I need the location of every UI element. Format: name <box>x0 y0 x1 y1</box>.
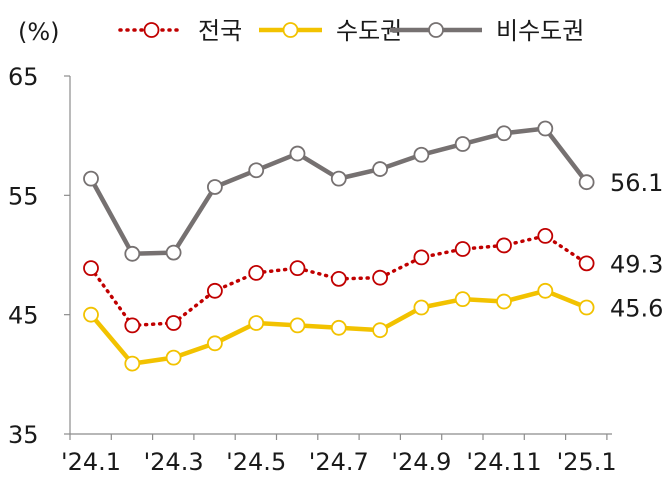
legend-item: 수도권 <box>259 17 402 45</box>
x-tick-label: '25.1 <box>557 448 617 476</box>
data-point <box>496 125 512 142</box>
data-point <box>83 170 99 187</box>
data-point <box>206 335 223 352</box>
data-point <box>330 270 347 287</box>
x-tick-label: '24.1 <box>61 448 121 476</box>
data-point <box>83 306 99 323</box>
data-point <box>578 255 595 272</box>
y-tick-label: 55 <box>8 182 39 210</box>
legend-marker <box>428 22 444 38</box>
data-point <box>454 241 471 257</box>
data-point <box>165 315 182 331</box>
series-2 <box>83 120 595 262</box>
data-point <box>537 282 554 299</box>
data-point <box>496 237 512 254</box>
x-tick-label: '24.7 <box>309 448 369 476</box>
data-point <box>330 319 347 336</box>
legend-item: 전국 <box>118 17 242 45</box>
end-labels: 56.1 45.6 49.3 <box>610 169 663 322</box>
legend-label: 전국 <box>198 17 242 45</box>
data-point <box>289 145 306 162</box>
x-tick-label: '24.9 <box>391 448 451 476</box>
data-point <box>248 315 265 331</box>
y-tick-label: 35 <box>8 421 39 449</box>
data-point <box>206 179 223 195</box>
data-point <box>454 136 471 152</box>
axes: 35 45 55 65 '24.1 '24.3 '24.5 '24.7 '24.9 '24.11 '… <box>8 63 617 476</box>
data-point <box>413 299 430 316</box>
legend: 전국 수도권 비수도권 <box>118 17 584 45</box>
data-point <box>578 174 595 191</box>
end-value-label: 56.1 <box>610 169 663 197</box>
data-point <box>372 161 389 177</box>
x-tick-label: '24.5 <box>226 448 286 476</box>
data-point <box>537 228 554 244</box>
legend-label: 비수도권 <box>496 17 584 45</box>
series-1 <box>83 282 595 372</box>
data-point <box>165 244 182 261</box>
x-tick-label: '24.3 <box>144 448 204 476</box>
data-point <box>289 317 306 334</box>
series-line <box>89 126 589 257</box>
data-point <box>537 120 554 137</box>
data-point <box>496 293 512 310</box>
data-point <box>248 162 265 179</box>
data-point <box>413 249 430 266</box>
data-point <box>248 264 265 281</box>
data-point <box>454 291 471 308</box>
data-point <box>372 322 389 339</box>
y-tick-label: 65 <box>8 63 39 91</box>
data-point <box>124 245 141 262</box>
end-value-label: 49.3 <box>610 250 663 278</box>
data-point <box>413 146 430 163</box>
data-point <box>372 269 389 286</box>
y-unit-label: (%) <box>18 18 60 46</box>
series-layer <box>83 120 595 372</box>
x-tick-label: '24.11 <box>466 448 541 476</box>
data-point <box>124 317 141 334</box>
series-0 <box>83 228 595 334</box>
data-point <box>578 299 595 316</box>
data-point <box>165 349 182 366</box>
legend-marker <box>282 22 299 38</box>
data-point <box>124 355 141 372</box>
data-point <box>289 260 306 277</box>
legend-item: 비수도권 <box>390 17 584 45</box>
data-point <box>206 282 223 299</box>
end-value-label: 45.6 <box>610 295 663 323</box>
y-tick-label: 45 <box>8 302 39 330</box>
data-point <box>83 260 99 277</box>
data-point <box>330 170 347 187</box>
legend-marker <box>143 22 160 38</box>
